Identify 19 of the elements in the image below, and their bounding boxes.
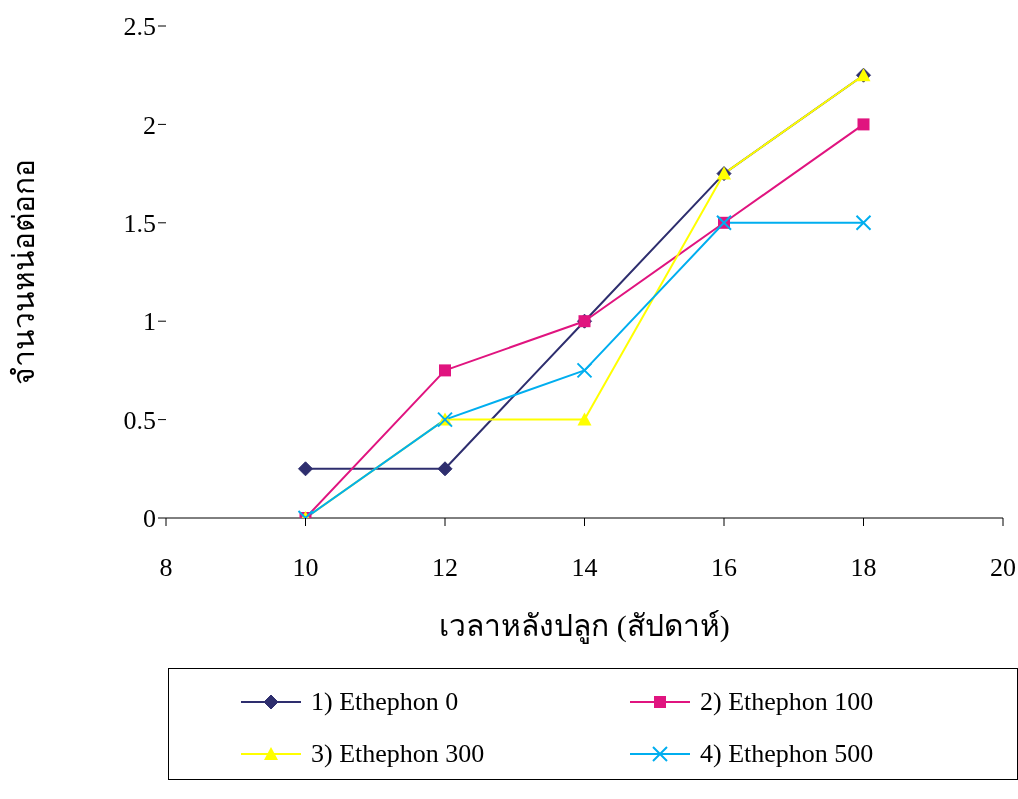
x-tick-label: 12 xyxy=(432,553,458,583)
x-tick-label: 18 xyxy=(850,553,877,583)
legend-label: 3) Ethephon 300 xyxy=(311,739,485,769)
x-tick-label: 14 xyxy=(571,553,598,583)
x-tick-label: 8 xyxy=(159,553,173,583)
legend-label: 4) Ethephon 500 xyxy=(700,739,874,769)
legend-label: 1) Ethephon 0 xyxy=(311,687,459,717)
y-tick-label: 1.5 xyxy=(123,209,156,239)
y-tick-label: 2.5 xyxy=(123,12,156,42)
y-tick-label: 0 xyxy=(143,504,156,534)
x-tick-label: 20 xyxy=(990,553,1016,583)
y-tick-label: 0.5 xyxy=(123,405,156,435)
x-tick-label: 10 xyxy=(292,553,319,583)
legend-label: 2) Ethephon 100 xyxy=(700,687,874,717)
x-axis-title: เวลาหลังปลูก (สัปดาห์) xyxy=(439,609,730,644)
y-tick-label: 1 xyxy=(143,307,156,337)
y-axis-title: จำนวนหน่อต่อกอ xyxy=(6,159,40,385)
x-tick-label: 16 xyxy=(711,553,737,583)
y-tick-label: 2 xyxy=(143,110,156,140)
